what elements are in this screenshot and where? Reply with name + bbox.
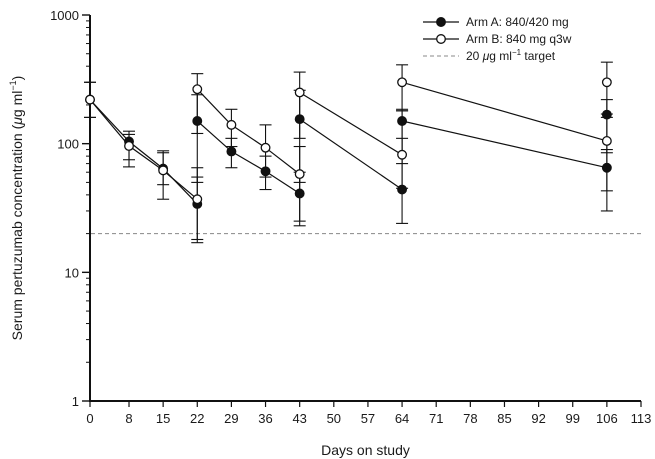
- y-tick-label: 10: [65, 265, 79, 280]
- data-point: [226, 146, 237, 157]
- legend-arm-b-label: Arm B: 840 mg q3w: [466, 32, 572, 46]
- x-axis-ticks: 0 8 15 22 29 36 43 50 57 64 71 78 85 92 99 106 113: [86, 401, 651, 426]
- y-axis-title-mu: μ: [9, 117, 25, 126]
- series-line: [299, 118, 403, 190]
- x-tick-label: 85: [497, 411, 511, 426]
- series-line: [299, 91, 403, 156]
- legend-item-arm-b: Arm B: 840 mg q3w: [423, 32, 572, 46]
- series-line: [196, 88, 301, 175]
- target-label-suffix: target: [521, 49, 556, 63]
- x-tick-label: 43: [292, 411, 306, 426]
- x-tick-label: 106: [596, 411, 618, 426]
- x-tick-label: 36: [258, 411, 272, 426]
- legend-item-target: 20 μg ml−1 target: [423, 48, 556, 63]
- x-tick-label: 50: [327, 411, 341, 426]
- target-label-prefix: 20: [466, 49, 483, 63]
- x-tick-label: 78: [463, 411, 477, 426]
- legend-arm-b-marker: [436, 34, 446, 44]
- data-point: [294, 87, 305, 98]
- data-point: [397, 149, 408, 160]
- y-axis-title-suffix: ): [9, 76, 25, 81]
- data-point: [85, 94, 95, 105]
- x-tick-label: 8: [125, 411, 132, 426]
- x-tick-label: 113: [631, 411, 652, 426]
- data-point: [158, 165, 169, 176]
- legend-target-label: 20 μg ml−1 target: [466, 48, 556, 63]
- legend-arm-a-marker: [436, 17, 446, 27]
- data-point: [260, 142, 271, 153]
- legend-arm-a-label: Arm A: 840/420 mg: [466, 15, 569, 29]
- data-point: [601, 135, 612, 146]
- series-line: [401, 120, 608, 169]
- series-line: [89, 99, 198, 205]
- x-tick-label: 99: [566, 411, 580, 426]
- data-point: [124, 140, 134, 151]
- legend-item-arm-a: Arm A: 840/420 mg: [423, 15, 569, 29]
- x-tick-label: 15: [156, 411, 170, 426]
- x-tick-label: 0: [86, 411, 93, 426]
- y-axis-ticks: 1 10 100 1000: [50, 8, 90, 409]
- data-point: [294, 169, 305, 180]
- x-tick-label: 64: [395, 411, 409, 426]
- y-tick-label: 1: [72, 394, 79, 409]
- series-arm-b: [84, 61, 613, 244]
- y-axis-title-unit: g ml: [9, 91, 25, 117]
- target-label-mu: μ: [482, 49, 490, 63]
- data-point: [226, 119, 237, 130]
- series-line: [401, 81, 608, 142]
- target-label-unit: g ml: [489, 49, 512, 63]
- data-point: [397, 77, 408, 88]
- x-tick-label: 92: [531, 411, 545, 426]
- y-axis-title-sup: −1: [8, 80, 18, 90]
- x-tick-label: 22: [190, 411, 204, 426]
- x-tick-label: 29: [224, 411, 238, 426]
- data-point: [192, 84, 203, 95]
- legend: Arm A: 840/420 mg Arm B: 840 mg q3w 20 μ…: [423, 15, 572, 63]
- plot-area: 0 8 15 22 29 36 43 50 57 64 71 78 85 92 99 106 113 1 10 10…: [50, 8, 651, 426]
- x-axis-title: Days on study: [321, 442, 410, 458]
- x-tick-label: 57: [361, 411, 375, 426]
- y-tick-label: 1000: [50, 8, 79, 23]
- series-line: [89, 99, 198, 200]
- series-layer: [84, 61, 613, 244]
- data-point: [192, 194, 203, 205]
- y-tick-label: 100: [57, 137, 79, 152]
- x-tick-label: 71: [429, 411, 443, 426]
- y-axis-title: Serum pertuzumab concentration (μg ml−1): [8, 76, 25, 341]
- series-line: [196, 120, 301, 195]
- target-label-sup: −1: [512, 48, 522, 57]
- data-point: [601, 77, 612, 88]
- y-axis-title-prefix: Serum pertuzumab concentration (: [9, 124, 25, 340]
